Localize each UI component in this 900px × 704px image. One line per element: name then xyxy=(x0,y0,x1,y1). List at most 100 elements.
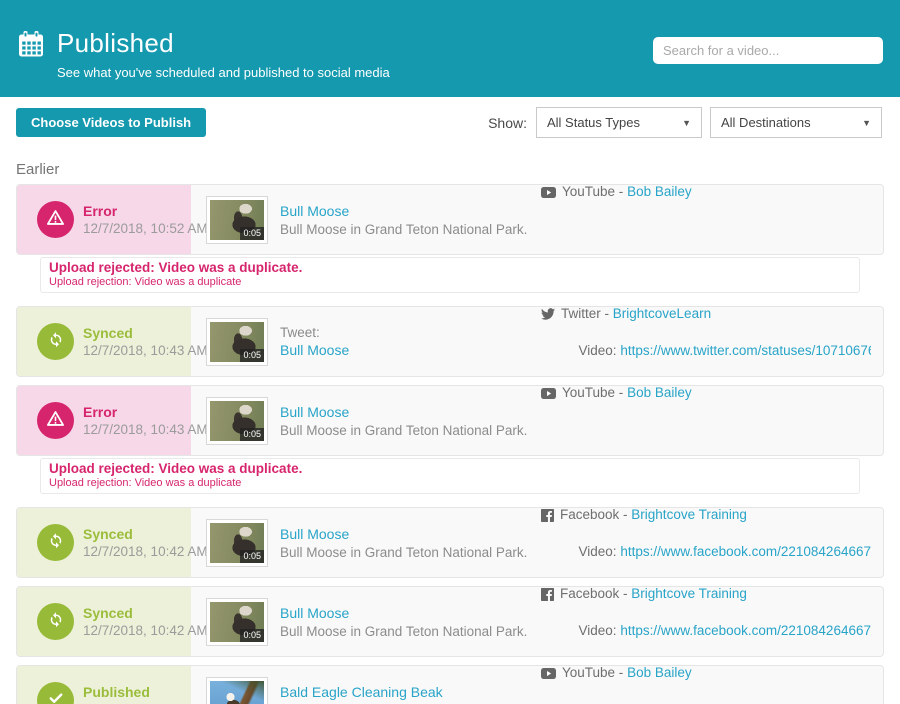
error-title: Upload rejected: Video was a duplicate. xyxy=(49,260,303,275)
video-thumbnail[interactable]: 0:05 xyxy=(206,396,268,445)
toolbar: Choose Videos to Publish Show: All Statu… xyxy=(0,97,900,141)
error-title: Upload rejected: Video was a duplicate. xyxy=(49,461,303,476)
video-info: Bull Moose Bull Moose in Grand Teton Nat… xyxy=(280,604,541,640)
destination-account-link[interactable]: Bob Bailey xyxy=(627,665,692,680)
sync-icon xyxy=(47,531,65,554)
calendar-icon xyxy=(16,29,46,59)
video-url-prefix: Video: xyxy=(579,702,621,704)
error-detail: Upload rejection: Video was a duplicate xyxy=(49,477,242,489)
video-title-link[interactable]: Bull Moose xyxy=(280,525,350,542)
video-thumbnail[interactable]: 0:22 xyxy=(206,676,268,704)
status-label: Published xyxy=(83,684,150,700)
video-url-line xyxy=(541,403,871,457)
status-text: Synced 12/7/2018, 10:43 AM xyxy=(83,325,208,358)
published-list: Earlier Error 12/7/2018, 10:52 AM 0:05 xyxy=(0,161,900,704)
video-description: Bull Moose in Grand Teton National Park. xyxy=(280,623,528,639)
status-icon xyxy=(37,682,74,704)
video-thumbnail[interactable]: 0:05 xyxy=(206,518,268,567)
video-title-link[interactable]: Bull Moose xyxy=(280,202,350,219)
destination-prefix: YouTube - xyxy=(562,184,628,199)
video-url-link[interactable]: https://www.facebook.com/221084264667840… xyxy=(620,544,871,559)
status-type-filter-value: All Status Types xyxy=(547,115,640,130)
destination-filter[interactable]: All Destinations ▼ xyxy=(710,107,882,138)
status-text: Published 1/26/2018, 1:59 PM xyxy=(83,684,201,704)
status-panel: Published 1/26/2018, 1:59 PM xyxy=(17,666,201,704)
video-title-link[interactable]: Bull Moose xyxy=(280,341,350,358)
video-url-link[interactable]: https://www.facebook.com/221084264667840… xyxy=(620,623,871,638)
status-timestamp: 12/7/2018, 10:42 AM xyxy=(83,544,208,559)
status-label: Synced xyxy=(83,605,133,621)
youtube-icon xyxy=(541,667,556,679)
video-url-prefix: Video: xyxy=(578,343,621,358)
publish-row-group: Published 1/26/2018, 1:59 PM 0:22 Bald E… xyxy=(16,665,884,704)
destination-account-link[interactable]: Bob Bailey xyxy=(627,385,692,400)
status-icon xyxy=(37,603,74,640)
published-item-row: Synced 12/7/2018, 10:42 AM 0:05 Bull Moo… xyxy=(16,507,884,578)
video-info: Tweet: Bull Moose xyxy=(280,324,541,360)
youtube-icon xyxy=(541,186,556,198)
status-icon xyxy=(37,323,74,360)
choose-videos-button[interactable]: Choose Videos to Publish xyxy=(16,108,207,137)
page-subtitle: See what you've scheduled and published … xyxy=(57,65,390,80)
sync-icon xyxy=(47,610,65,633)
video-pretitle: Tweet: xyxy=(280,324,320,340)
warning-icon xyxy=(46,208,65,232)
video-description: (no description) xyxy=(280,702,541,704)
video-title-link[interactable]: Bull Moose xyxy=(280,604,350,621)
facebook-icon xyxy=(541,587,554,601)
video-url-link[interactable]: https://www.twitter.com/statuses/1071067… xyxy=(620,343,871,358)
error-detail: Upload rejection: Video was a duplicate xyxy=(49,276,242,288)
check-icon xyxy=(47,689,65,704)
show-label: Show: xyxy=(488,114,527,131)
destination-account-link[interactable]: Brightcove Training xyxy=(631,586,747,601)
video-description: Bull Moose in Grand Teton National Park. xyxy=(280,422,528,438)
destination-account-link[interactable]: Brightcove Training xyxy=(631,507,747,522)
search-input[interactable] xyxy=(653,37,883,64)
status-timestamp: 12/7/2018, 10:42 AM xyxy=(83,623,208,638)
publish-row-group: Error 12/7/2018, 10:52 AM 0:05 Bull Moos… xyxy=(16,184,884,293)
destination-line: Twitter - BrightcoveLearn xyxy=(541,305,871,323)
status-panel: Synced 12/7/2018, 10:42 AM xyxy=(17,508,208,577)
video-info: Bull Moose Bull Moose in Grand Teton Nat… xyxy=(280,525,541,561)
status-panel: Synced 12/7/2018, 10:43 AM xyxy=(17,307,208,376)
publish-row-group: Error 12/7/2018, 10:43 AM 0:05 Bull Moos… xyxy=(16,385,884,494)
chevron-down-icon: ▼ xyxy=(862,117,871,128)
destination-info: YouTube - Bob Bailey xyxy=(541,183,883,256)
video-thumbnail[interactable]: 0:05 xyxy=(206,317,268,366)
video-thumbnail[interactable]: 0:05 xyxy=(206,195,268,244)
video-title-link[interactable]: Bull Moose xyxy=(280,403,350,420)
video-title-link[interactable]: Bald Eagle Cleaning Beak xyxy=(280,683,443,700)
status-type-filter[interactable]: All Status Types ▼ xyxy=(536,107,702,138)
duration-badge: 0:05 xyxy=(240,628,264,642)
destination-prefix: Twitter - xyxy=(561,306,613,321)
status-icon xyxy=(37,402,74,439)
duration-badge: 0:05 xyxy=(240,549,264,563)
status-icon xyxy=(37,524,74,561)
duration-badge: 0:05 xyxy=(240,427,264,441)
status-label: Synced xyxy=(83,325,133,341)
video-url-line: Video: https://www.facebook.com/22108426… xyxy=(541,525,871,579)
published-item-row: Synced 12/7/2018, 10:43 AM 0:05 Tweet: B… xyxy=(16,306,884,377)
filters: Show: All Status Types ▼ All Destination… xyxy=(488,107,882,138)
status-timestamp: 12/7/2018, 10:52 AM xyxy=(83,221,208,236)
video-url-line xyxy=(541,202,871,256)
status-text: Synced 12/7/2018, 10:42 AM xyxy=(83,526,208,559)
video-url-link[interactable]: https://www.youtube.com/watch?v=hWESxu2P… xyxy=(620,702,871,704)
destination-account-link[interactable]: Bob Bailey xyxy=(627,184,692,199)
status-text: Synced 12/7/2018, 10:42 AM xyxy=(83,605,208,638)
publish-row-group: Synced 12/7/2018, 10:42 AM 0:05 Bull Moo… xyxy=(16,507,884,578)
destination-info: YouTube - Bob Bailey Video: https://www.… xyxy=(541,664,883,704)
destination-line: Facebook - Brightcove Training xyxy=(541,585,871,603)
destination-info: Facebook - Brightcove Training Video: ht… xyxy=(541,506,883,579)
destination-account-link[interactable]: BrightcoveLearn xyxy=(612,306,712,321)
video-info: Bull Moose Bull Moose in Grand Teton Nat… xyxy=(280,202,541,238)
duration-badge: 0:05 xyxy=(240,348,264,362)
status-icon xyxy=(37,201,74,238)
publish-row-group: Synced 12/7/2018, 10:42 AM 0:05 Bull Moo… xyxy=(16,586,884,657)
twitter-icon xyxy=(541,308,555,320)
facebook-icon xyxy=(541,508,554,522)
video-thumbnail[interactable]: 0:05 xyxy=(206,597,268,646)
published-item-row: Error 12/7/2018, 10:52 AM 0:05 Bull Moos… xyxy=(16,184,884,255)
published-item-row: Synced 12/7/2018, 10:42 AM 0:05 Bull Moo… xyxy=(16,586,884,657)
destination-prefix: Facebook - xyxy=(560,507,632,522)
